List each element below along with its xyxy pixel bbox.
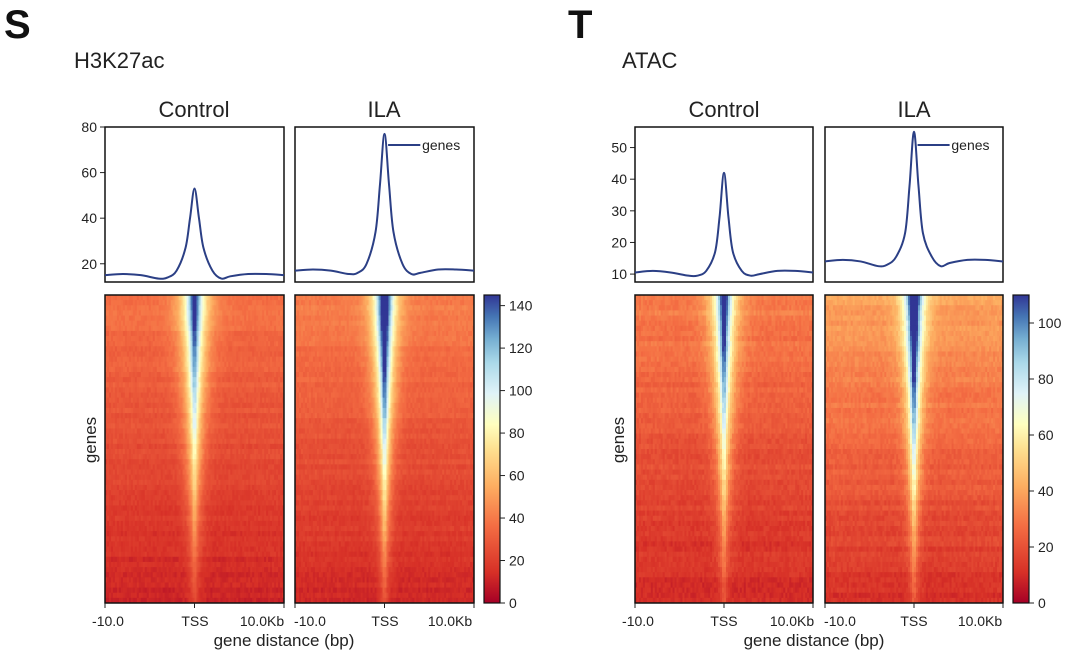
figure: S H3K27ac Control ILA 20406080genes02040… xyxy=(0,0,1080,663)
ytick-label: 40 xyxy=(81,210,97,226)
panel-s-ila-title: ILA xyxy=(367,97,400,122)
profile-frame xyxy=(105,127,284,282)
panel-s-control-title: Control xyxy=(159,97,230,122)
ytick-label: 60 xyxy=(81,165,97,181)
ytick-label: 80 xyxy=(81,119,97,135)
panel-s-title: H3K27ac xyxy=(74,48,165,73)
panel-letter-s: S xyxy=(4,3,31,47)
ytick-label: 20 xyxy=(81,256,97,272)
heatmap-control xyxy=(105,295,284,603)
